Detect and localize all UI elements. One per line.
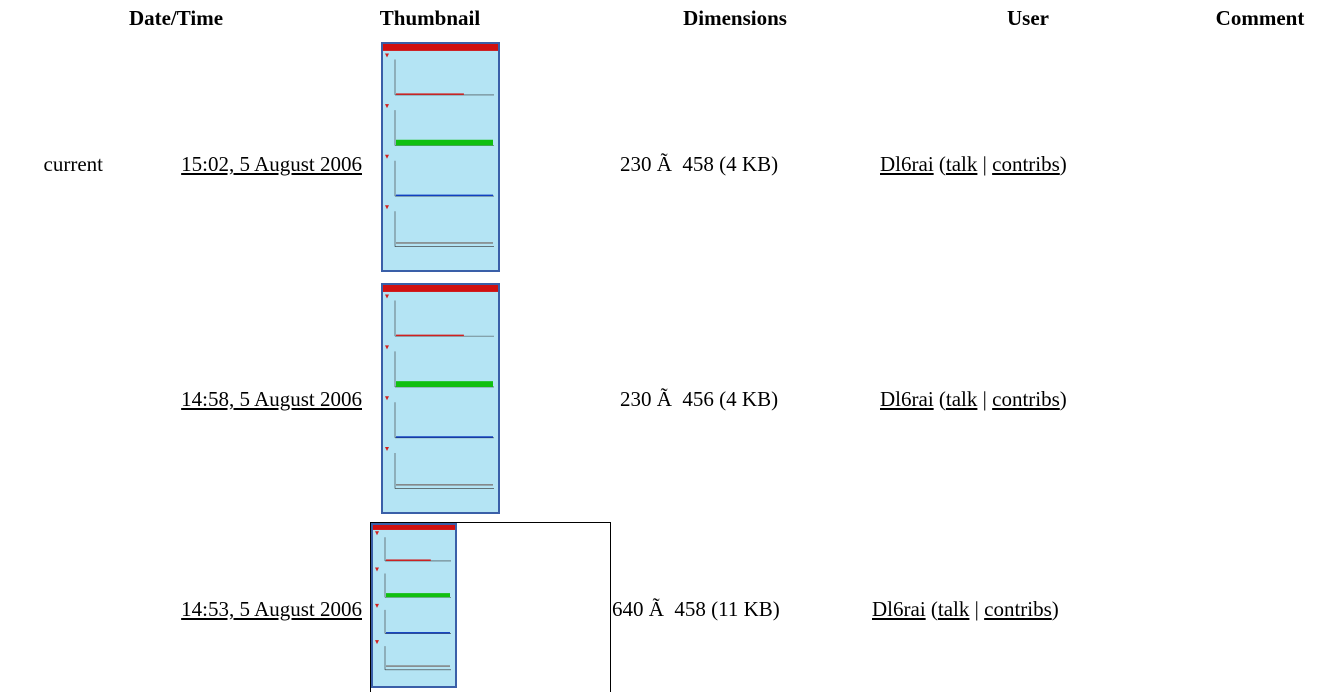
dimensions: 640 Ã 458 (11 KB) — [612, 597, 780, 622]
datetime-link[interactable]: 14:53, 5 August 2006 — [181, 597, 362, 622]
column-header: Dimensions — [683, 6, 787, 31]
thumbnail[interactable] — [381, 283, 500, 514]
thumbnail[interactable] — [370, 522, 611, 692]
datetime-link[interactable]: 14:58, 5 August 2006 — [181, 387, 362, 412]
user-cell: Dl6rai (talk | contribs) — [872, 597, 1059, 622]
dimensions: 230 Ã 458 (4 KB) — [620, 152, 778, 177]
user-link[interactable]: Dl6rai — [880, 152, 934, 176]
contribs-link[interactable]: contribs — [984, 597, 1052, 621]
paren: ( — [939, 152, 946, 176]
datetime-link[interactable]: 15:02, 5 August 2006 — [181, 152, 362, 177]
column-header: Comment — [1216, 6, 1305, 31]
talk-link[interactable]: talk — [946, 387, 978, 411]
paren: ) — [1060, 387, 1067, 411]
separator: | — [983, 387, 987, 411]
user-cell: Dl6rai (talk | contribs) — [880, 152, 1067, 177]
paren: ) — [1052, 597, 1059, 621]
column-header: User — [1007, 6, 1049, 31]
separator: | — [975, 597, 979, 621]
talk-link[interactable]: talk — [946, 152, 978, 176]
paren: ( — [939, 387, 946, 411]
dimensions: 230 Ã 456 (4 KB) — [620, 387, 778, 412]
paren: ) — [1060, 152, 1067, 176]
user-link[interactable]: Dl6rai — [872, 597, 926, 621]
column-header: Thumbnail — [380, 6, 480, 31]
user-cell: Dl6rai (talk | contribs) — [880, 387, 1067, 412]
separator: | — [983, 152, 987, 176]
talk-link[interactable]: talk — [938, 597, 970, 621]
status: current — [44, 152, 103, 177]
contribs-link[interactable]: contribs — [992, 152, 1060, 176]
paren: ( — [931, 597, 938, 621]
column-header: Date/Time — [129, 6, 223, 31]
user-link[interactable]: Dl6rai — [880, 387, 934, 411]
contribs-link[interactable]: contribs — [992, 387, 1060, 411]
thumbnail[interactable] — [381, 42, 500, 272]
